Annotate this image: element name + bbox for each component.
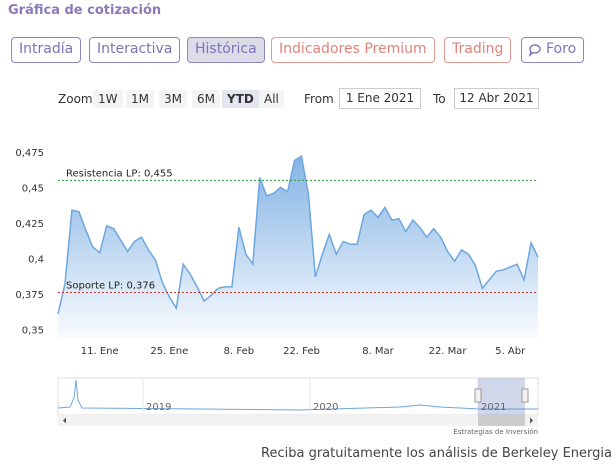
x-tick-label: 8. Feb [224, 346, 254, 357]
y-tick-label: 0,35 [22, 325, 44, 336]
tab-label: Foro [546, 41, 577, 57]
navigator-year: 2020 [313, 402, 338, 413]
navigator-handle[interactable] [474, 388, 482, 403]
navigator-selection[interactable] [478, 378, 525, 415]
reference-label: Resistencia LP: 0,455 [66, 168, 173, 179]
from-input[interactable]: 1 Ene 2021 [339, 88, 421, 109]
line [57, 155, 539, 315]
reference-label: Soporte LP: 0,376 [66, 281, 155, 292]
navigator-frame [57, 377, 539, 416]
scrollbar-track[interactable] [58, 415, 538, 426]
y-tick-label: 0,4 [28, 254, 44, 265]
navigator-line [57, 379, 538, 411]
footer-text: Reciba gratuitamente los análisis de Ber… [261, 446, 612, 461]
chat-icon [528, 44, 541, 57]
tab[interactable]: Indicadores Premium [271, 37, 435, 63]
scrollbar-thumb[interactable] [478, 415, 525, 426]
x-tick-label: 11. Ene [81, 346, 119, 357]
y-tick-label: 0,425 [15, 219, 44, 230]
x-tick-label: 22. Feb [283, 346, 320, 357]
navigator-handle[interactable] [521, 388, 529, 403]
tab[interactable]: Intradía [11, 37, 82, 63]
credit: Estrategias de Inversión [453, 428, 538, 436]
header-title: Gráfica de cotización [8, 3, 162, 18]
y-tick-label: 0,45 [22, 183, 44, 194]
navigator-year: 2021 [481, 402, 506, 413]
zoom-button[interactable]: 1M [126, 90, 154, 108]
x-tick-label: 5. Abr [495, 346, 526, 357]
y-tick-label: 0,475 [15, 148, 44, 159]
tab[interactable]: Interactiva [89, 37, 181, 63]
from-label: From [304, 92, 334, 106]
x-tick-label: 25. Ene [150, 346, 188, 357]
zoom-label: Zoom [58, 92, 93, 106]
to-label: To [433, 92, 446, 106]
to-input[interactable]: 12 Abr 2021 [454, 88, 539, 109]
tab[interactable]: Histórica [187, 37, 265, 63]
tab[interactable]: Foro [521, 37, 585, 63]
navigator-year: 2019 [146, 402, 171, 413]
x-tick-label: 8. Mar [362, 346, 394, 357]
zoom-button[interactable]: 1W [93, 90, 123, 108]
zoom-button[interactable]: 6M [192, 90, 220, 108]
zoom-button[interactable]: All [259, 90, 284, 108]
tab[interactable]: Trading [444, 37, 512, 63]
zoom-button[interactable]: YTD [222, 90, 259, 108]
y-tick-label: 0,375 [15, 290, 44, 301]
zoom-button[interactable]: 3M [159, 90, 187, 108]
x-tick-label: 22. Mar [429, 346, 468, 357]
chart: 2019 2020 2021 Estrategias de Inversión … [15, 148, 539, 436]
